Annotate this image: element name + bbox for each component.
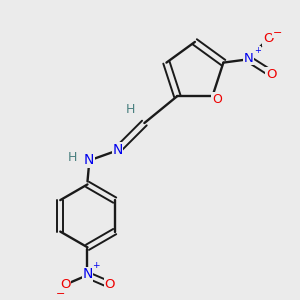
Text: +: + xyxy=(92,261,100,270)
Text: −: − xyxy=(273,28,282,38)
Text: −: − xyxy=(56,289,65,299)
Text: H: H xyxy=(126,103,136,116)
Text: O: O xyxy=(60,278,70,291)
Text: N: N xyxy=(244,52,254,64)
Text: O: O xyxy=(263,32,274,45)
Text: +: + xyxy=(254,46,261,55)
Text: O: O xyxy=(266,68,277,81)
Text: H: H xyxy=(68,151,77,164)
Text: N: N xyxy=(82,267,93,281)
Text: N: N xyxy=(84,154,94,167)
Text: N: N xyxy=(112,143,123,157)
Text: O: O xyxy=(212,93,222,106)
Text: O: O xyxy=(105,278,115,291)
